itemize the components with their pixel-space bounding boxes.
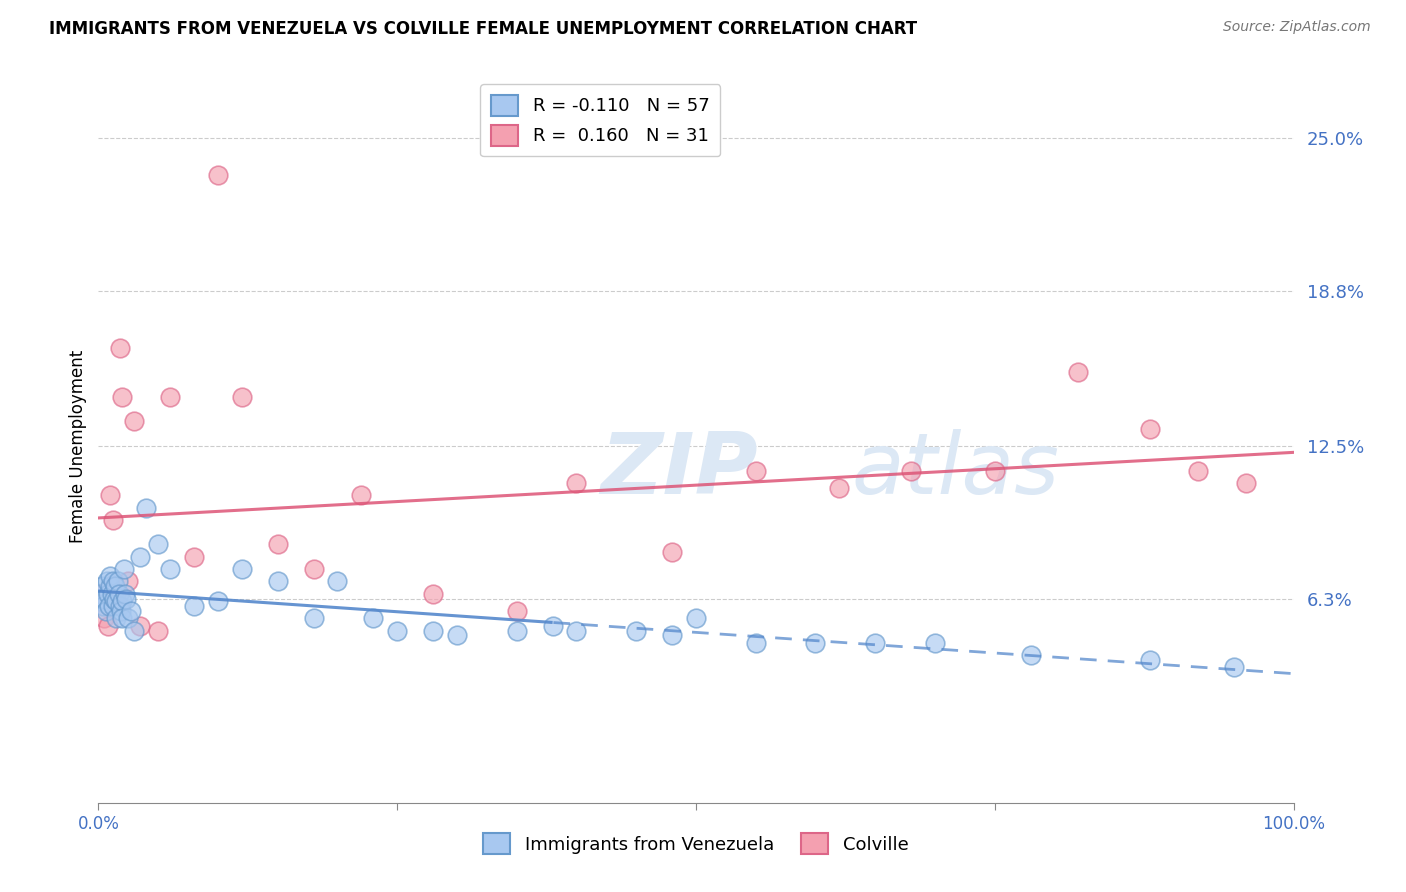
Point [108,341,131,355]
Point [350,488,373,502]
Point [207,169,229,183]
Point [135,500,157,515]
Point [101,599,124,613]
Point [1187,464,1209,478]
Point [745,464,768,478]
Point [183,549,205,564]
Point [93,591,115,606]
Point [124,414,146,428]
Point [105,587,128,601]
Text: ZIP: ZIP [600,429,758,512]
Point [97,587,120,601]
Point [91,579,114,593]
Point [231,562,253,576]
Point [117,611,139,625]
Point [115,591,138,606]
Point [541,618,564,632]
Point [422,624,444,638]
Point [103,591,125,606]
Point [120,604,142,618]
Point [89,587,111,601]
Point [183,599,205,613]
Point [828,481,851,495]
Point [326,574,349,589]
Point [267,537,290,551]
Point [101,513,124,527]
Point [565,475,588,490]
Point [98,579,122,593]
Y-axis label: Female Unemployment: Female Unemployment [69,350,87,542]
Point [107,574,129,589]
Point [422,587,444,601]
Point [117,574,139,589]
Point [207,594,229,608]
Point [385,624,409,638]
Point [1019,648,1042,662]
Text: atlas: atlas [852,429,1059,512]
Point [108,599,131,613]
Point [105,594,128,608]
Point [112,562,135,576]
Point [661,628,683,642]
Point [105,611,128,625]
Point [363,611,385,625]
Point [1223,660,1246,674]
Point [1234,475,1257,490]
Point [111,594,134,608]
Point [110,604,132,618]
Point [302,562,325,576]
Point [661,545,683,559]
Point [97,618,120,632]
Point [111,390,134,404]
Point [104,579,127,593]
Point [96,574,118,589]
Point [98,488,122,502]
Point [98,599,121,613]
Point [91,599,114,613]
Point [98,569,122,583]
Point [159,390,181,404]
Point [101,574,124,589]
Text: Source: ZipAtlas.com: Source: ZipAtlas.com [1223,20,1371,34]
Point [565,624,588,638]
Text: IMMIGRANTS FROM VENEZUELA VS COLVILLE FEMALE UNEMPLOYMENT CORRELATION CHART: IMMIGRANTS FROM VENEZUELA VS COLVILLE FE… [49,20,917,37]
Point [506,624,529,638]
Text: 100.0%: 100.0% [1263,815,1324,833]
Point [267,574,290,589]
Point [100,587,122,601]
Point [984,464,1007,478]
Point [626,624,648,638]
Point [129,549,152,564]
Text: 0.0%: 0.0% [77,815,120,833]
Point [90,587,112,601]
Point [90,594,112,608]
Point [506,604,529,618]
Point [231,390,253,404]
Point [107,587,129,601]
Point [159,562,181,576]
Point [924,636,946,650]
Point [124,624,146,638]
Point [148,537,170,551]
Point [94,604,117,618]
Point [446,628,468,642]
Point [111,611,134,625]
Point [302,611,325,625]
Point [129,618,152,632]
Point [93,611,115,625]
Point [685,611,707,625]
Point [114,587,136,601]
Point [865,636,887,650]
Point [745,636,768,650]
Point [900,464,922,478]
Point [1139,422,1161,436]
Point [804,636,827,650]
Legend: Immigrants from Venezuela, Colville: Immigrants from Venezuela, Colville [477,826,915,862]
Point [1067,365,1090,379]
Point [1139,653,1161,667]
Point [148,624,170,638]
